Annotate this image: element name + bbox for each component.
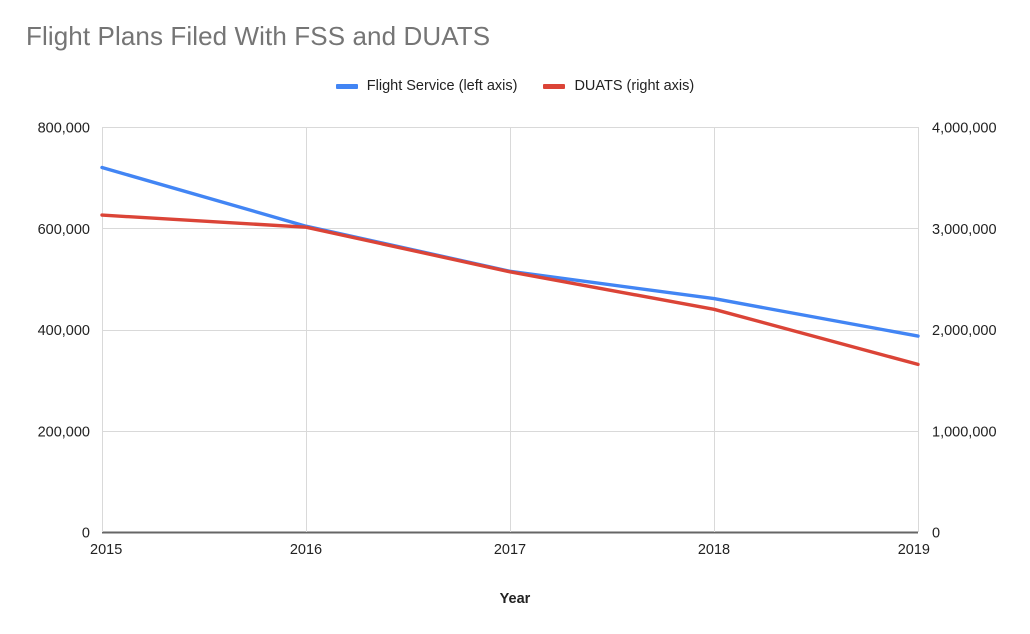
- series-group: [100, 165, 920, 367]
- left-axis-tick-label: 0: [82, 526, 90, 542]
- legend-label-duats: DUATS (right axis): [574, 78, 695, 94]
- chart-title: Flight Plans Filed With FSS and DUATS: [26, 21, 491, 51]
- right-axis-tick-label: 2,000,000: [932, 323, 997, 339]
- right-axis-tick-label: 4,000,000: [932, 121, 997, 137]
- line-swatch-icon-flight-service: [335, 83, 358, 89]
- left-axis-tick-label: 600,000: [38, 222, 90, 238]
- legend-label-flight-service: Flight Service (left axis): [366, 78, 518, 94]
- right-axis-tick-label: 0: [932, 526, 940, 542]
- x-axis-tick-labels: 2015 2016 2017 2018 2019: [90, 542, 930, 558]
- line-swatch-icon-duats: [543, 83, 566, 89]
- x-axis-tick-label: 2017: [494, 542, 526, 558]
- right-axis-tick-labels: 0 1,000,000 2,000,000 3,000,000 4,000,000: [932, 121, 997, 542]
- plot-frame: [102, 127, 919, 532]
- x-axis-tick-label: 2019: [898, 542, 930, 558]
- chart-legend: Flight Service (left axis) DUATS (right …: [0, 78, 1030, 94]
- x-axis-tick-label: 2016: [290, 542, 322, 558]
- legend-item-duats[interactable]: DUATS (right axis): [543, 78, 694, 94]
- left-axis-tick-label: 800,000: [38, 121, 90, 137]
- right-axis-tick-label: 3,000,000: [932, 222, 997, 238]
- left-axis-tick-label: 200,000: [38, 424, 90, 440]
- series-line-duats: [100, 213, 920, 367]
- x-axis-tick-label: 2015: [90, 542, 122, 558]
- right-axis-tick-label: 1,000,000: [932, 424, 997, 440]
- left-axis-tick-label: 400,000: [38, 323, 90, 339]
- x-axis-title: Year: [500, 591, 531, 607]
- legend-item-flight-service[interactable]: Flight Service (left axis): [335, 78, 518, 94]
- x-axis-tick-label: 2018: [698, 542, 730, 558]
- left-axis-tick-labels: 0 200,000 400,000 600,000 800,000: [38, 121, 90, 542]
